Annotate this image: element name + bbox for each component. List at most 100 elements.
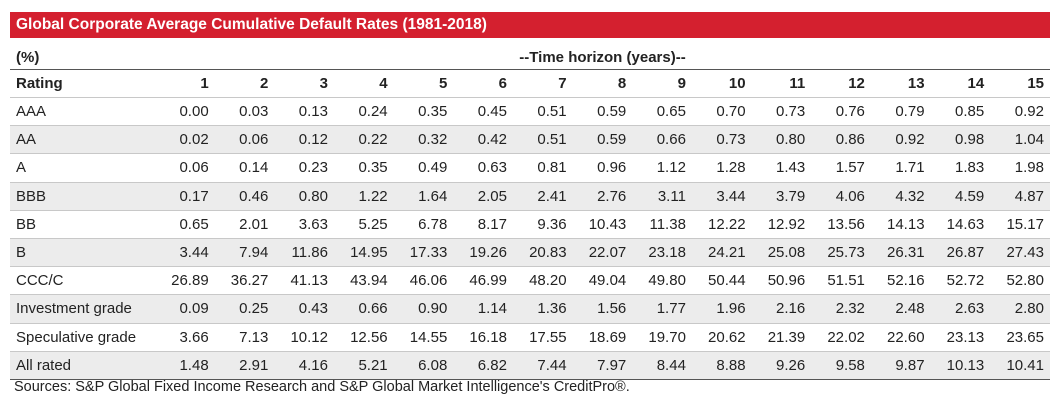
value-cell: 25.73 xyxy=(811,237,871,267)
value-cell: 1.14 xyxy=(453,294,513,323)
value-cell: 46.99 xyxy=(453,266,513,295)
year-header-2: 2 xyxy=(214,69,275,98)
value-cell: 1.28 xyxy=(691,153,752,183)
value-cell: 0.59 xyxy=(572,96,633,126)
value-cell: 0.80 xyxy=(274,181,334,211)
value-cell: 0.85 xyxy=(930,96,991,126)
value-cell: 24.21 xyxy=(691,237,752,267)
value-cell: 7.13 xyxy=(214,322,275,352)
rating-cell: BB xyxy=(10,209,156,239)
value-cell: 0.45 xyxy=(453,96,513,126)
value-cell: 3.11 xyxy=(632,181,692,211)
value-cell: 6.08 xyxy=(393,350,454,380)
unit-label: (%) xyxy=(16,48,40,66)
value-cell: 8.17 xyxy=(453,209,513,239)
value-cell: 10.41 xyxy=(990,350,1050,380)
value-cell: 0.32 xyxy=(393,125,454,154)
value-cell: 0.96 xyxy=(572,153,633,183)
value-cell: 0.79 xyxy=(870,96,931,126)
table-body: AAA 0.00 0.03 0.13 0.24 0.35 0.45 0.51 0.59 0.65 0… xyxy=(10,96,1050,380)
table-row: BBB 0.17 0.46 0.80 1.22 1.64 2.05 2.41 2.76 3.11 3… xyxy=(10,181,1050,211)
value-cell: 9.58 xyxy=(811,350,871,380)
value-cell: 43.94 xyxy=(333,266,394,295)
value-cell: 19.26 xyxy=(453,237,513,267)
value-cell: 18.69 xyxy=(572,322,633,352)
value-cell: 1.64 xyxy=(393,181,454,211)
year-header-6: 6 xyxy=(453,69,513,98)
value-cell: 0.22 xyxy=(333,125,394,154)
value-cell: 15.17 xyxy=(990,209,1050,239)
year-header-4: 4 xyxy=(333,69,394,98)
value-cell: 26.87 xyxy=(930,237,991,267)
table-row: CCC/C 26.89 36.27 41.13 43.94 46.06 46.99 48.20… xyxy=(10,266,1050,295)
value-cell: 23.13 xyxy=(930,322,991,352)
value-cell: 5.25 xyxy=(333,209,394,239)
value-cell: 6.78 xyxy=(393,209,454,239)
value-cell: 9.87 xyxy=(870,350,931,380)
value-cell: 13.56 xyxy=(811,209,871,239)
value-cell: 2.01 xyxy=(214,209,275,239)
value-cell: 0.12 xyxy=(274,125,334,154)
rating-cell: Investment grade xyxy=(10,294,156,323)
value-cell: 50.44 xyxy=(691,266,752,295)
value-cell: 51.51 xyxy=(811,266,871,295)
value-cell: 0.13 xyxy=(274,96,334,126)
value-cell: 12.22 xyxy=(691,209,752,239)
value-cell: 2.76 xyxy=(572,181,633,211)
table-row: A 0.06 0.14 0.23 0.35 0.49 0.63 0.81 0.96 1.12 1.2… xyxy=(10,153,1050,183)
value-cell: 19.70 xyxy=(632,322,692,352)
value-cell: 2.91 xyxy=(214,350,275,380)
value-cell: 50.96 xyxy=(751,266,812,295)
value-cell: 48.20 xyxy=(512,266,573,295)
value-cell: 4.87 xyxy=(990,181,1050,211)
value-cell: 11.86 xyxy=(274,237,334,267)
rating-column-header: Rating xyxy=(10,69,156,98)
value-cell: 14.55 xyxy=(393,322,454,352)
value-cell: 16.18 xyxy=(453,322,513,352)
value-cell: 0.76 xyxy=(811,96,871,126)
value-cell: 2.05 xyxy=(453,181,513,211)
value-cell: 0.63 xyxy=(453,153,513,183)
value-cell: 23.65 xyxy=(990,322,1050,352)
value-cell: 0.73 xyxy=(691,125,752,154)
value-cell: 4.59 xyxy=(930,181,991,211)
value-cell: 22.60 xyxy=(870,322,931,352)
value-cell: 12.92 xyxy=(751,209,812,239)
value-cell: 0.49 xyxy=(393,153,454,183)
value-cell: 0.06 xyxy=(214,125,275,154)
value-cell: 0.59 xyxy=(572,125,633,154)
year-header-13: 13 xyxy=(870,69,931,98)
value-cell: 0.23 xyxy=(274,153,334,183)
year-header-14: 14 xyxy=(930,69,991,98)
rating-cell: Speculative grade xyxy=(10,322,156,352)
column-header-row: Rating 1 2 3 4 5 6 7 8 9 10 11 12 13 14 15 xyxy=(10,69,1050,98)
value-cell: 36.27 xyxy=(214,266,275,295)
value-cell: 22.02 xyxy=(811,322,871,352)
value-cell: 1.96 xyxy=(691,294,752,323)
value-cell: 21.39 xyxy=(751,322,812,352)
value-cell: 0.03 xyxy=(214,96,275,126)
value-cell: 8.44 xyxy=(632,350,692,380)
value-cell: 9.36 xyxy=(512,209,573,239)
value-cell: 3.44 xyxy=(691,181,752,211)
value-cell: 3.63 xyxy=(274,209,334,239)
value-cell: 3.44 xyxy=(155,237,215,267)
value-cell: 0.14 xyxy=(214,153,275,183)
rating-cell: CCC/C xyxy=(10,266,156,295)
year-header-11: 11 xyxy=(751,69,812,98)
value-cell: 17.55 xyxy=(512,322,573,352)
value-cell: 0.92 xyxy=(870,125,931,154)
value-cell: 0.46 xyxy=(214,181,275,211)
rating-cell: AAA xyxy=(10,96,156,126)
value-cell: 1.83 xyxy=(930,153,991,183)
value-cell: 4.32 xyxy=(870,181,931,211)
value-cell: 12.56 xyxy=(333,322,394,352)
value-cell: 7.97 xyxy=(572,350,633,380)
table-row: AA 0.02 0.06 0.12 0.22 0.32 0.42 0.51 0.59 0.66 0.… xyxy=(10,125,1050,154)
value-cell: 1.43 xyxy=(751,153,812,183)
value-cell: 10.12 xyxy=(274,322,334,352)
value-cell: 2.48 xyxy=(870,294,931,323)
value-cell: 0.35 xyxy=(333,153,394,183)
value-cell: 3.66 xyxy=(155,322,215,352)
value-cell: 11.38 xyxy=(632,209,692,239)
